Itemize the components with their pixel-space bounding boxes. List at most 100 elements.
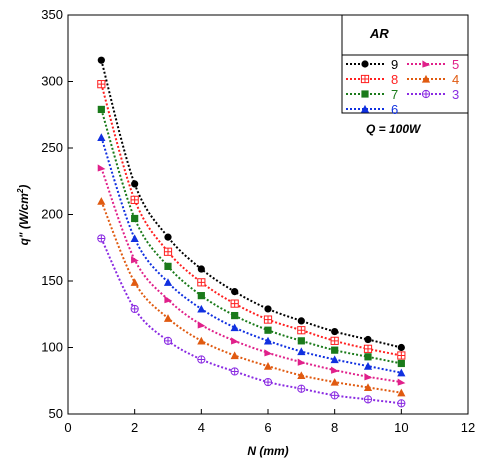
legend-swatch-marker [421,89,431,99]
legend-label: 6 [391,102,398,117]
annotation: Q = 100W [366,122,422,136]
data-point [164,296,173,304]
legend-swatch-marker [360,74,370,84]
data-point [397,388,406,397]
x-tick-label: 2 [131,420,138,435]
x-tick-label: 12 [461,420,475,435]
data-point [364,373,373,381]
data-point [197,265,205,273]
data-point [97,56,105,64]
data-point [330,355,339,364]
series-9 [97,56,405,352]
data-point [197,321,206,329]
data-point [297,337,305,345]
data-point [330,336,339,345]
legend-label: 3 [452,87,459,102]
data-point [397,359,405,368]
data-point [397,368,406,377]
data-point [230,351,239,360]
data-point [197,278,206,287]
data-point [231,288,239,296]
data-point [363,383,373,391]
data-point [330,391,339,400]
data-point [97,105,105,114]
data-point [297,384,306,393]
legend-swatch-marker [361,90,369,98]
y-axis-label: q" (W/cm2) [16,185,31,246]
legend-item-7: 7 [346,87,398,102]
data-point [130,195,139,204]
data-point [263,315,273,324]
data-point [164,233,172,241]
data-point [163,314,173,322]
data-point [264,305,272,313]
legend-swatch-marker [421,74,431,83]
series-8 [97,80,406,360]
x-tick-label: 8 [331,420,338,435]
data-point [264,326,272,334]
y-tick-label: 200 [41,207,63,222]
data-point [197,336,206,345]
series-layer [97,56,406,408]
series-5 [97,164,406,386]
y-tick-label: 300 [41,74,63,89]
data-point [397,343,405,352]
data-point [397,351,406,360]
legend-box [341,14,469,114]
data-point [364,335,372,344]
data-point [131,214,139,223]
legend-swatch-marker [360,104,370,113]
data-point [163,247,173,256]
y-tick-label: 50 [49,406,63,421]
data-point [263,336,273,345]
axes: 0 2 4 6 8 10 12 50 100 150 200 250 300 350 [41,7,475,435]
legend: AR 9 5 8 4 7 3 6 [341,14,469,117]
legend-label: 7 [391,87,398,102]
data-point [97,234,106,243]
legend-swatch-marker [361,60,369,68]
series-3 [97,234,406,408]
legend-item-5: 5 [407,57,459,72]
x-tick-label: 6 [264,420,271,435]
series-line-8 [100,83,402,357]
data-point [163,278,173,286]
series-line-7 [100,109,402,365]
data-point [331,366,339,374]
data-point [97,133,106,141]
data-point [130,304,139,314]
data-point [330,377,339,386]
data-point [197,292,205,300]
data-point [297,317,305,325]
legend-label: 8 [391,72,398,87]
data-point [331,346,339,354]
series-7 [97,105,405,368]
data-point [231,337,239,345]
data-point [264,349,273,357]
y-axis-label-sup: 2 [16,188,25,194]
data-point [363,344,373,353]
data-point [230,367,239,376]
legend-title: AR [369,26,389,41]
legend-label: 9 [391,57,398,72]
series-line-3 [100,238,402,405]
legend-label: 4 [452,72,459,87]
y-tick-label: 150 [41,273,63,288]
data-point [364,353,372,361]
legend-item-9: 9 [346,57,398,72]
legend-item-4: 4 [407,72,459,87]
data-point [163,336,173,345]
x-tick-label: 10 [394,420,408,435]
data-point [263,377,273,387]
series-4 [97,197,406,397]
data-point [164,262,172,270]
data-point [297,358,306,366]
series-line-5 [100,167,402,384]
data-point [297,326,306,335]
data-point [263,362,273,370]
legend-item-8: 8 [346,72,398,87]
y-tick-label: 350 [41,7,63,22]
series-6 [97,133,406,377]
data-point [97,164,106,172]
data-point [97,197,106,205]
